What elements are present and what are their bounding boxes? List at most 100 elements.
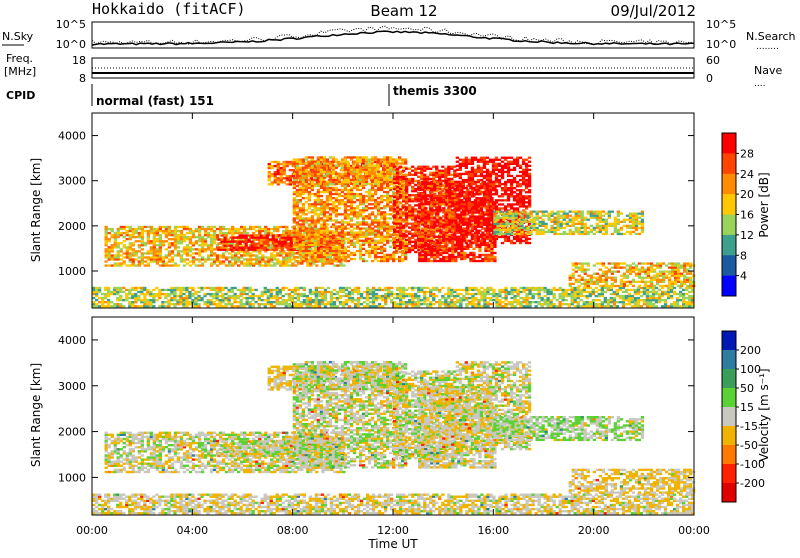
power-cell: [201, 256, 204, 258]
power-cell: [179, 297, 182, 299]
power-cell: [399, 194, 402, 196]
power-cell: [414, 225, 417, 227]
power-cell: [498, 305, 501, 307]
power-cell: [286, 165, 289, 167]
power-cell: [281, 237, 284, 239]
power-cell: [221, 299, 224, 301]
power-cell: [223, 239, 226, 241]
power-cell: [381, 289, 384, 291]
power-cell: [317, 189, 320, 191]
power-cell: [670, 305, 673, 307]
power-cell: [377, 252, 380, 254]
power-cell: [299, 250, 302, 252]
power-cell: [417, 295, 420, 297]
power-cell: [314, 250, 317, 252]
power-cell: [296, 158, 299, 160]
power-cell: [441, 166, 444, 168]
power-cell: [372, 295, 375, 297]
power-cell: [356, 156, 359, 158]
power-cell: [392, 169, 395, 171]
power-cell: [185, 289, 188, 291]
power-cell: [323, 191, 326, 193]
power-cell: [105, 230, 108, 232]
power-cell: [357, 297, 360, 299]
power-cell: [320, 185, 323, 187]
power-cell: [519, 297, 522, 299]
power-cell: [180, 258, 183, 260]
power-cell: [616, 291, 619, 293]
power-cell: [317, 219, 320, 221]
power-cell: [308, 205, 311, 207]
power-cell: [368, 232, 371, 234]
power-cell: [417, 249, 420, 251]
power-cell: [447, 287, 450, 289]
power-cell: [213, 262, 216, 264]
power-cell: [516, 293, 519, 295]
power-cell: [198, 254, 201, 256]
power-cell: [185, 303, 188, 305]
power-cell: [661, 291, 664, 293]
power-cell: [288, 293, 291, 295]
power-cell: [353, 211, 356, 213]
power-cell: [375, 293, 378, 295]
power-cell: [293, 197, 296, 199]
power-cell: [368, 175, 371, 177]
power-cell: [201, 228, 204, 230]
power-cell: [339, 295, 342, 297]
power-cell: [383, 199, 386, 201]
power-cell: [383, 215, 386, 217]
power-cell: [341, 189, 344, 191]
power-cell: [302, 246, 305, 248]
power-cell: [273, 264, 276, 266]
power-cell: [132, 230, 135, 232]
power-cell: [191, 293, 194, 295]
power-cell: [302, 191, 305, 193]
power-cell: [347, 223, 350, 225]
power-cell: [249, 228, 252, 230]
power-cell: [411, 216, 414, 218]
power-cell: [383, 250, 386, 252]
power-cell: [243, 254, 246, 256]
power-cell: [220, 249, 223, 251]
power-cell: [182, 305, 185, 307]
power-cell: [604, 291, 607, 293]
power-cell: [183, 228, 186, 230]
power-cell: [308, 187, 311, 189]
power-cell: [114, 262, 117, 264]
power-cell: [291, 299, 294, 301]
power-cell: [525, 295, 528, 297]
power-cell: [308, 156, 311, 158]
power-cell: [243, 258, 246, 260]
power-cell: [311, 173, 314, 175]
power-cell: [264, 264, 267, 266]
power-cell: [201, 244, 204, 246]
power-cell: [483, 301, 486, 303]
power-cell: [268, 177, 271, 179]
power-cell: [471, 293, 474, 295]
power-cell: [631, 297, 634, 299]
power-cell: [105, 234, 108, 236]
power-cell: [357, 303, 360, 305]
power-cell: [335, 209, 338, 211]
power-cell: [110, 305, 113, 307]
power-cell: [387, 297, 390, 299]
power-cell: [429, 291, 432, 293]
power-cell: [389, 258, 392, 260]
power-cell: [171, 234, 174, 236]
power-cell: [414, 170, 417, 172]
power-cell: [365, 223, 368, 225]
power-cell: [107, 301, 110, 303]
power-cell: [276, 228, 279, 230]
power-cell: [368, 203, 371, 205]
power-cell: [107, 295, 110, 297]
power-cell: [389, 256, 392, 258]
power-cell: [399, 176, 402, 178]
power-cell: [359, 197, 362, 199]
power-cell: [141, 248, 144, 250]
power-cell: [610, 289, 613, 291]
power-cell: [225, 228, 228, 230]
power-cell: [341, 238, 344, 240]
power-cell: [105, 240, 108, 242]
power-cell: [374, 165, 377, 167]
power-cell: [117, 252, 120, 254]
